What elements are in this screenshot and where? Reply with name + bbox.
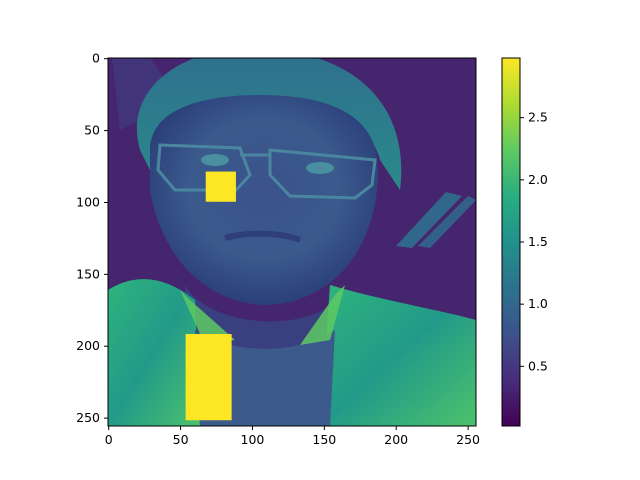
colorbar (501, 57, 521, 427)
y-tick-label: 250 (76, 410, 100, 425)
highlight-patch-1 (205, 171, 236, 202)
x-tick-label: 50 (173, 432, 189, 447)
colorbar-tick-label: 1.0 (528, 296, 548, 311)
colorbar-tick-label: 2.5 (528, 110, 548, 125)
y-tick-label: 0 (92, 51, 100, 66)
x-tick-label: 250 (456, 432, 480, 447)
y-tick-label: 100 (76, 194, 100, 209)
colorbar-tick-label: 1.5 (528, 234, 548, 249)
y-tick-label: 150 (76, 266, 100, 281)
x-tick-label: 150 (312, 432, 336, 447)
x-tick-label: 0 (105, 432, 113, 447)
x-tick-label: 100 (241, 432, 265, 447)
y-tick-label: 50 (84, 123, 100, 138)
heatmap-image (108, 58, 476, 426)
colorbar-tick-label: 0.5 (528, 358, 548, 373)
colorbar-tick-label: 2.0 (528, 172, 548, 187)
colorbar-ticks: 0.5 1.0 1.5 2.0 2.5 (520, 110, 548, 373)
plot-frame (107, 57, 477, 427)
highlight-patch-2 (185, 334, 232, 421)
highlight-patches (185, 171, 236, 421)
x-axis-ticks: 0 50 100 150 200 250 (105, 426, 480, 447)
x-tick-label: 200 (384, 432, 408, 447)
y-tick-label: 200 (76, 338, 100, 353)
y-axis-ticks: 0 50 100 150 200 250 (76, 51, 108, 425)
